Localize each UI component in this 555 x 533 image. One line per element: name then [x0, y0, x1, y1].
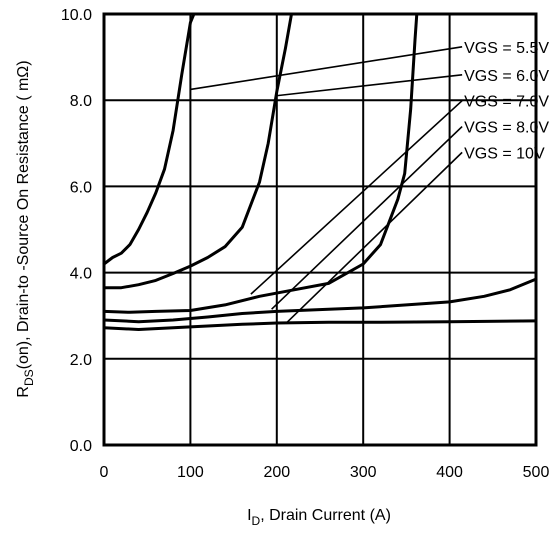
series-line-1 [102, 12, 293, 290]
legend-leaders [190, 45, 463, 323]
legend-label: VGS = 5.5V [464, 40, 549, 57]
y-tick-labels: 0.0 2.0 4.0 6.0 8.0 10.0 [61, 7, 92, 455]
series-line-0 [102, 12, 196, 266]
x-tick-labels: 0 100 200 300 400 500 [100, 464, 550, 481]
legend-leader-line [250, 100, 463, 295]
legend-label: VGS = 6.0V [464, 68, 549, 85]
x-tick-label: 0 [100, 464, 109, 481]
y-tick-label: 10.0 [61, 7, 92, 24]
x-axis-label: ID, Drain Current (A) [247, 507, 391, 528]
series-line-3 [102, 277, 538, 324]
x-tick-label: 500 [523, 464, 550, 481]
legend-leader-line [286, 151, 463, 323]
x-tick-label: 200 [263, 464, 290, 481]
series-line-2 [102, 12, 419, 314]
y-tick-label: 0.0 [70, 438, 92, 455]
curves [102, 12, 538, 331]
y-tick-label: 2.0 [70, 352, 92, 369]
x-tick-label: 400 [436, 464, 463, 481]
plot-frame [102, 12, 538, 447]
legend-leader-line [190, 45, 463, 91]
series-line-4 [102, 319, 538, 331]
legend-label: VGS = 10V [464, 145, 545, 162]
legend-label: VGS = 8.0V [464, 120, 549, 137]
legend: VGS = 5.5V VGS = 6.0V VGS = 7.0V VGS = 8.0V… [464, 40, 549, 163]
y-tick-label: 4.0 [70, 266, 92, 283]
y-tick-label: 6.0 [70, 179, 92, 196]
x-tick-label: 300 [350, 464, 377, 481]
legend-leader-line [274, 74, 463, 97]
x-tick-label: 100 [177, 464, 204, 481]
y-axis-label: RDS(on), Drain-to -Source On Resistance … [15, 60, 36, 397]
legend-label: VGS = 7.0V [464, 94, 549, 111]
y-tick-label: 8.0 [70, 93, 92, 110]
legend-leader-line [271, 125, 463, 310]
